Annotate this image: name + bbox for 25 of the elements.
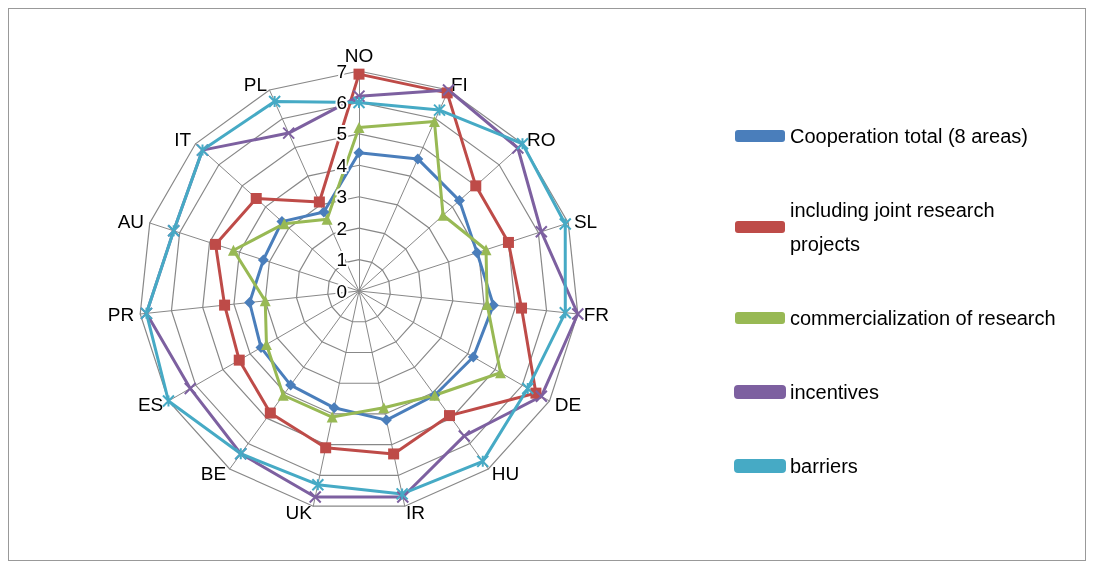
spoke-label: HU xyxy=(491,463,520,485)
legend-label: Cooperation total (8 areas) xyxy=(790,125,1028,147)
spoke-label: AU xyxy=(117,210,145,232)
spoke-label: IT xyxy=(174,129,192,151)
spoke-label: UK xyxy=(285,501,313,523)
y-tick-label: 0 xyxy=(336,280,347,302)
spoke-label: FR xyxy=(583,304,610,326)
legend-label: commercialization of research xyxy=(790,307,1056,329)
spoke-label: DE xyxy=(554,393,582,415)
legend-label: incentives xyxy=(790,381,879,403)
legend-label: including joint research projects xyxy=(790,199,995,255)
spoke-label: SL xyxy=(573,210,598,232)
spoke-label: PR xyxy=(107,304,135,326)
spoke-label: FI xyxy=(450,74,468,96)
y-tick-label: 1 xyxy=(336,249,347,271)
spoke-label: BE xyxy=(200,463,227,485)
spoke-label: IR xyxy=(405,501,425,523)
spoke-label: ES xyxy=(137,393,164,415)
y-tick-label: 2 xyxy=(336,217,347,239)
spoke-label: RO xyxy=(526,129,556,151)
spoke-label: PL xyxy=(243,74,268,96)
legend-label: barriers xyxy=(790,455,858,477)
y-tick-label: 7 xyxy=(336,60,347,82)
spoke-label: NO xyxy=(344,45,374,66)
y-tick-label: 3 xyxy=(336,186,347,208)
